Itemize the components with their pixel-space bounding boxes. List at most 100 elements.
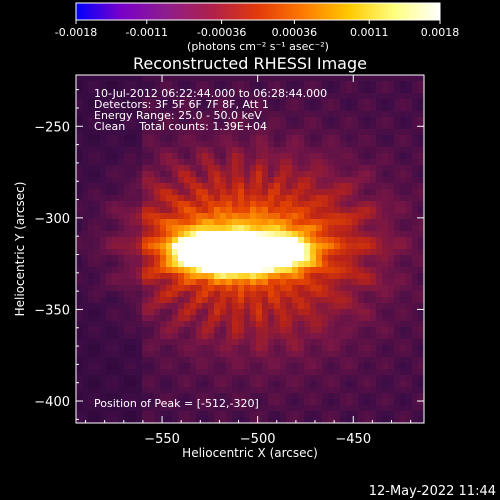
- heatmap-cell: [418, 399, 425, 406]
- heatmap-cell: [130, 333, 137, 340]
- heatmap-cell: [340, 111, 347, 118]
- heatmap-cell: [364, 405, 371, 412]
- heatmap-cell: [124, 357, 131, 364]
- heatmap-cell: [100, 99, 107, 106]
- heatmap-cell: [376, 99, 383, 106]
- heatmap-cell: [196, 309, 203, 316]
- heatmap-cell: [262, 207, 269, 214]
- heatmap-cell: [370, 249, 377, 256]
- heatmap-cell: [364, 153, 371, 160]
- heatmap-cell: [268, 243, 275, 250]
- heatmap-cell: [232, 375, 239, 382]
- heatmap-cell: [196, 75, 203, 82]
- heatmap-cell: [400, 201, 407, 208]
- heatmap-cell: [298, 351, 305, 358]
- heatmap-cell: [118, 231, 125, 238]
- heatmap-cell: [364, 261, 371, 268]
- heatmap-cell: [148, 399, 155, 406]
- heatmap-cell: [220, 117, 227, 124]
- heatmap-cell: [154, 213, 161, 220]
- heatmap-cell: [220, 213, 227, 220]
- heatmap-cell: [244, 285, 251, 292]
- heatmap-cell: [346, 225, 353, 232]
- heatmap-cell: [370, 183, 377, 190]
- heatmap-cell: [76, 93, 83, 100]
- heatmap-cell: [298, 135, 305, 142]
- heatmap-cell: [220, 153, 227, 160]
- heatmap-cell: [346, 339, 353, 346]
- heatmap-cell: [238, 135, 245, 142]
- heatmap-cell: [316, 225, 323, 232]
- heatmap-cell: [316, 159, 323, 166]
- heatmap-cell: [238, 117, 245, 124]
- heatmap-cell: [388, 129, 395, 136]
- heatmap-cell: [172, 123, 179, 130]
- heatmap-cell: [88, 123, 95, 130]
- heatmap-cell: [196, 147, 203, 154]
- heatmap-cell: [298, 147, 305, 154]
- heatmap-cell: [316, 369, 323, 376]
- heatmap-cell: [304, 363, 311, 370]
- heatmap-cell: [238, 177, 245, 184]
- heatmap-cell: [112, 213, 119, 220]
- heatmap-cell: [232, 171, 239, 178]
- heatmap-cell: [340, 117, 347, 124]
- heatmap-cell: [238, 165, 245, 172]
- heatmap-cell: [418, 405, 425, 412]
- heatmap-cell: [94, 141, 101, 148]
- heatmap-cell: [262, 357, 269, 364]
- heatmap-cell: [322, 297, 329, 304]
- heatmap-cell: [346, 117, 353, 124]
- heatmap-cell: [100, 411, 107, 418]
- heatmap-cell: [322, 201, 329, 208]
- heatmap-cell: [382, 303, 389, 310]
- heatmap-cell: [118, 183, 125, 190]
- heatmap-cell: [190, 237, 197, 244]
- heatmap-cell: [160, 333, 167, 340]
- heatmap-cell: [208, 177, 215, 184]
- heatmap-cell: [100, 387, 107, 394]
- heatmap-cell: [232, 135, 239, 142]
- heatmap-cell: [352, 345, 359, 352]
- heatmap-cell: [346, 177, 353, 184]
- heatmap-cell: [268, 327, 275, 334]
- heatmap-cell: [82, 393, 89, 400]
- heatmap-cell: [226, 285, 233, 292]
- heatmap-cell: [154, 135, 161, 142]
- heatmap-cell: [382, 327, 389, 334]
- heatmap-cell: [142, 339, 149, 346]
- heatmap-cell: [340, 279, 347, 286]
- heatmap-cell: [358, 183, 365, 190]
- heatmap-cell: [322, 123, 329, 130]
- heatmap-cell: [388, 291, 395, 298]
- heatmap-cell: [406, 75, 413, 82]
- heatmap-cell: [220, 375, 227, 382]
- heatmap-cell: [328, 309, 335, 316]
- heatmap-cell: [346, 345, 353, 352]
- heatmap-cell: [190, 387, 197, 394]
- heatmap-cell: [316, 339, 323, 346]
- heatmap-cell: [340, 393, 347, 400]
- heatmap-cell: [178, 225, 185, 232]
- heatmap-cell: [382, 291, 389, 298]
- heatmap-cell: [274, 321, 281, 328]
- heatmap-cell: [388, 225, 395, 232]
- heatmap-cell: [292, 243, 299, 250]
- heatmap-cell: [232, 285, 239, 292]
- heatmap-cell: [358, 159, 365, 166]
- heatmap-cell: [412, 279, 419, 286]
- heatmap-cell: [274, 375, 281, 382]
- heatmap-cell: [352, 279, 359, 286]
- heatmap-cell: [340, 321, 347, 328]
- heatmap-cell: [88, 369, 95, 376]
- heatmap-cell: [118, 111, 125, 118]
- heatmap-cell: [370, 399, 377, 406]
- heatmap-cell: [346, 405, 353, 412]
- heatmap-cell: [112, 165, 119, 172]
- heatmap-cell: [256, 291, 263, 298]
- heatmap-cell: [238, 291, 245, 298]
- heatmap-cell: [274, 267, 281, 274]
- heatmap-cell: [412, 387, 419, 394]
- heatmap-cell: [148, 255, 155, 262]
- heatmap-cell: [148, 291, 155, 298]
